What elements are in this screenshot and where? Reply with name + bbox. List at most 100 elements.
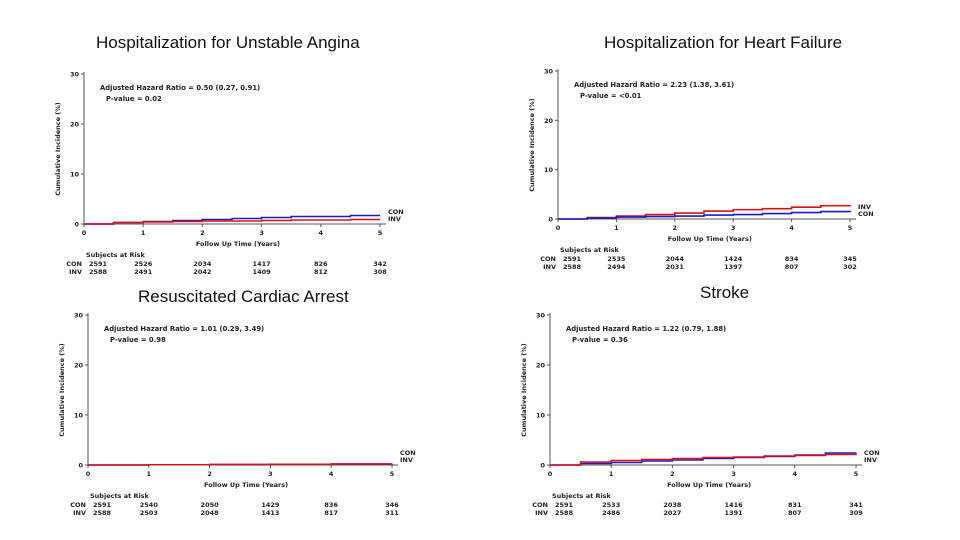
chart-title-cardiac-arrest: Resuscitated Cardiac Arrest <box>138 287 349 306</box>
x-tick-label: 5 <box>390 470 395 478</box>
risk-count-inv: 2503 <box>140 509 158 517</box>
chart-title-stroke: Stroke <box>700 283 750 302</box>
risk-count-con: 341 <box>849 501 863 509</box>
risk-row-label-con: CON <box>70 501 86 509</box>
risk-count-con: 1429 <box>261 501 280 509</box>
legend-inv: INV <box>388 215 401 223</box>
risk-count-inv: 812 <box>314 268 328 276</box>
risk-count-con: 2034 <box>193 260 212 268</box>
risk-row-label-con: CON <box>532 501 548 509</box>
risk-count-con: 836 <box>324 501 338 509</box>
x-axis-label: Follow Up Time (Years) <box>204 481 288 489</box>
risk-row-label-con: CON <box>66 260 82 268</box>
risk-table-title: Subjects at Risk <box>90 492 150 500</box>
risk-row-label-inv: INV <box>535 509 548 517</box>
x-tick-label: 0 <box>82 229 87 237</box>
x-tick-label: 4 <box>319 229 324 237</box>
x-tick-label: 3 <box>259 229 264 237</box>
y-tick-label: 10 <box>536 412 546 420</box>
x-tick-label: 5 <box>854 470 859 478</box>
y-tick-label: 10 <box>70 171 80 179</box>
hazard-ratio-text: Adjusted Hazard Ratio = 1.22 (0.79, 1.88… <box>566 325 726 333</box>
risk-table-title: Subjects at Risk <box>86 251 146 259</box>
x-tick-label: 2 <box>670 470 675 478</box>
risk-count-con: 2591 <box>555 501 574 509</box>
risk-count-con: 2526 <box>134 260 153 268</box>
legend-inv: INV <box>400 456 413 464</box>
risk-count-inv: 308 <box>373 268 387 276</box>
risk-count-con: 2535 <box>607 255 626 263</box>
risk-count-inv: 1391 <box>725 509 744 517</box>
risk-count-con: 1424 <box>724 255 743 263</box>
x-axis-label: Follow Up Time (Years) <box>196 240 280 248</box>
risk-table-title: Subjects at Risk <box>552 492 612 500</box>
risk-count-inv: 309 <box>849 509 863 517</box>
y-tick-label: 30 <box>544 68 554 76</box>
risk-count-con: 2038 <box>663 501 682 509</box>
risk-count-inv: 1409 <box>253 268 272 276</box>
y-tick-label: 20 <box>74 362 84 370</box>
risk-row-label-inv: INV <box>69 268 82 276</box>
x-tick-label: 1 <box>609 470 614 478</box>
risk-count-inv: 311 <box>385 509 399 517</box>
y-tick-label: 0 <box>548 216 553 224</box>
x-tick-label: 4 <box>329 470 334 478</box>
risk-count-con: 2050 <box>201 501 220 509</box>
x-tick-label: 2 <box>673 224 678 232</box>
risk-count-con: 2591 <box>89 260 108 268</box>
hazard-ratio-text: Adjusted Hazard Ratio = 1.01 (0.29, 3.49… <box>104 325 264 333</box>
x-tick-label: 2 <box>200 229 205 237</box>
chart-stroke: 0 10 20 30 0 1 2 3 4 5 Follow Up Time (Years) Cumul… <box>520 312 880 518</box>
p-value-text: P-value = 0.36 <box>572 336 628 344</box>
risk-row-label-inv: INV <box>543 263 556 271</box>
series-line-inv <box>550 453 857 466</box>
y-axis-label: Cumulative Incidence (%) <box>58 343 66 436</box>
x-tick-label: 0 <box>556 224 561 232</box>
p-value-text: P-value = 0.98 <box>110 336 166 344</box>
risk-count-con: 1416 <box>725 501 744 509</box>
y-axis-label: Cumulative Incidence (%) <box>54 102 62 195</box>
chart-unstable-angina: 0 10 20 30 0 1 2 3 4 5 Follow Up Time (Years) Cumul… <box>54 71 404 277</box>
risk-count-con: 2044 <box>666 255 685 263</box>
series-line-con <box>558 210 851 220</box>
y-tick-label: 20 <box>536 362 546 370</box>
x-tick-label: 5 <box>848 224 853 232</box>
y-tick-label: 0 <box>540 462 545 470</box>
risk-count-con: 1417 <box>253 260 271 268</box>
x-axis-label: Follow Up Time (Years) <box>668 235 752 243</box>
hazard-ratio-text: Adjusted Hazard Ratio = 0.50 (0.27, 0.91… <box>100 84 260 92</box>
y-axis-label: Cumulative Incidence (%) <box>528 98 536 191</box>
x-tick-label: 1 <box>147 470 152 478</box>
y-tick-label: 0 <box>78 462 83 470</box>
risk-count-con: 2540 <box>140 501 159 509</box>
series-line-inv <box>88 463 393 466</box>
legend-con: CON <box>400 449 416 457</box>
risk-count-con: 826 <box>314 260 328 268</box>
chart-cardiac-arrest: 0 10 20 30 0 1 2 3 4 5 Follow Up Time (Years) Cumul… <box>58 312 416 518</box>
x-tick-label: 5 <box>378 229 383 237</box>
risk-count-con: 834 <box>785 255 799 263</box>
risk-count-inv: 807 <box>788 509 802 517</box>
risk-count-inv: 807 <box>785 263 799 271</box>
x-tick-label: 1 <box>614 224 619 232</box>
risk-count-inv: 2048 <box>201 509 220 517</box>
risk-count-con: 2533 <box>602 501 620 509</box>
legend-inv: INV <box>858 203 871 211</box>
y-tick-label: 30 <box>74 312 84 320</box>
chart-title-unstable-angina: Hospitalization for Unstable Angina <box>96 33 360 52</box>
risk-count-inv: 2027 <box>663 509 681 517</box>
y-tick-label: 0 <box>74 221 79 229</box>
x-axis-label: Follow Up Time (Years) <box>667 481 751 489</box>
risk-count-inv: 2588 <box>93 509 112 517</box>
y-tick-label: 10 <box>544 166 554 174</box>
y-tick-label: 20 <box>70 121 80 129</box>
series-line-inv <box>84 218 380 225</box>
risk-count-inv: 2588 <box>89 268 108 276</box>
y-tick-label: 30 <box>70 71 80 79</box>
x-tick-label: 3 <box>268 470 273 478</box>
p-value-text: P-value = <0.01 <box>580 92 642 100</box>
legend-con: CON <box>858 210 874 218</box>
risk-count-con: 2591 <box>563 255 582 263</box>
risk-count-inv: 2494 <box>607 263 626 271</box>
risk-count-inv: 1397 <box>724 263 742 271</box>
